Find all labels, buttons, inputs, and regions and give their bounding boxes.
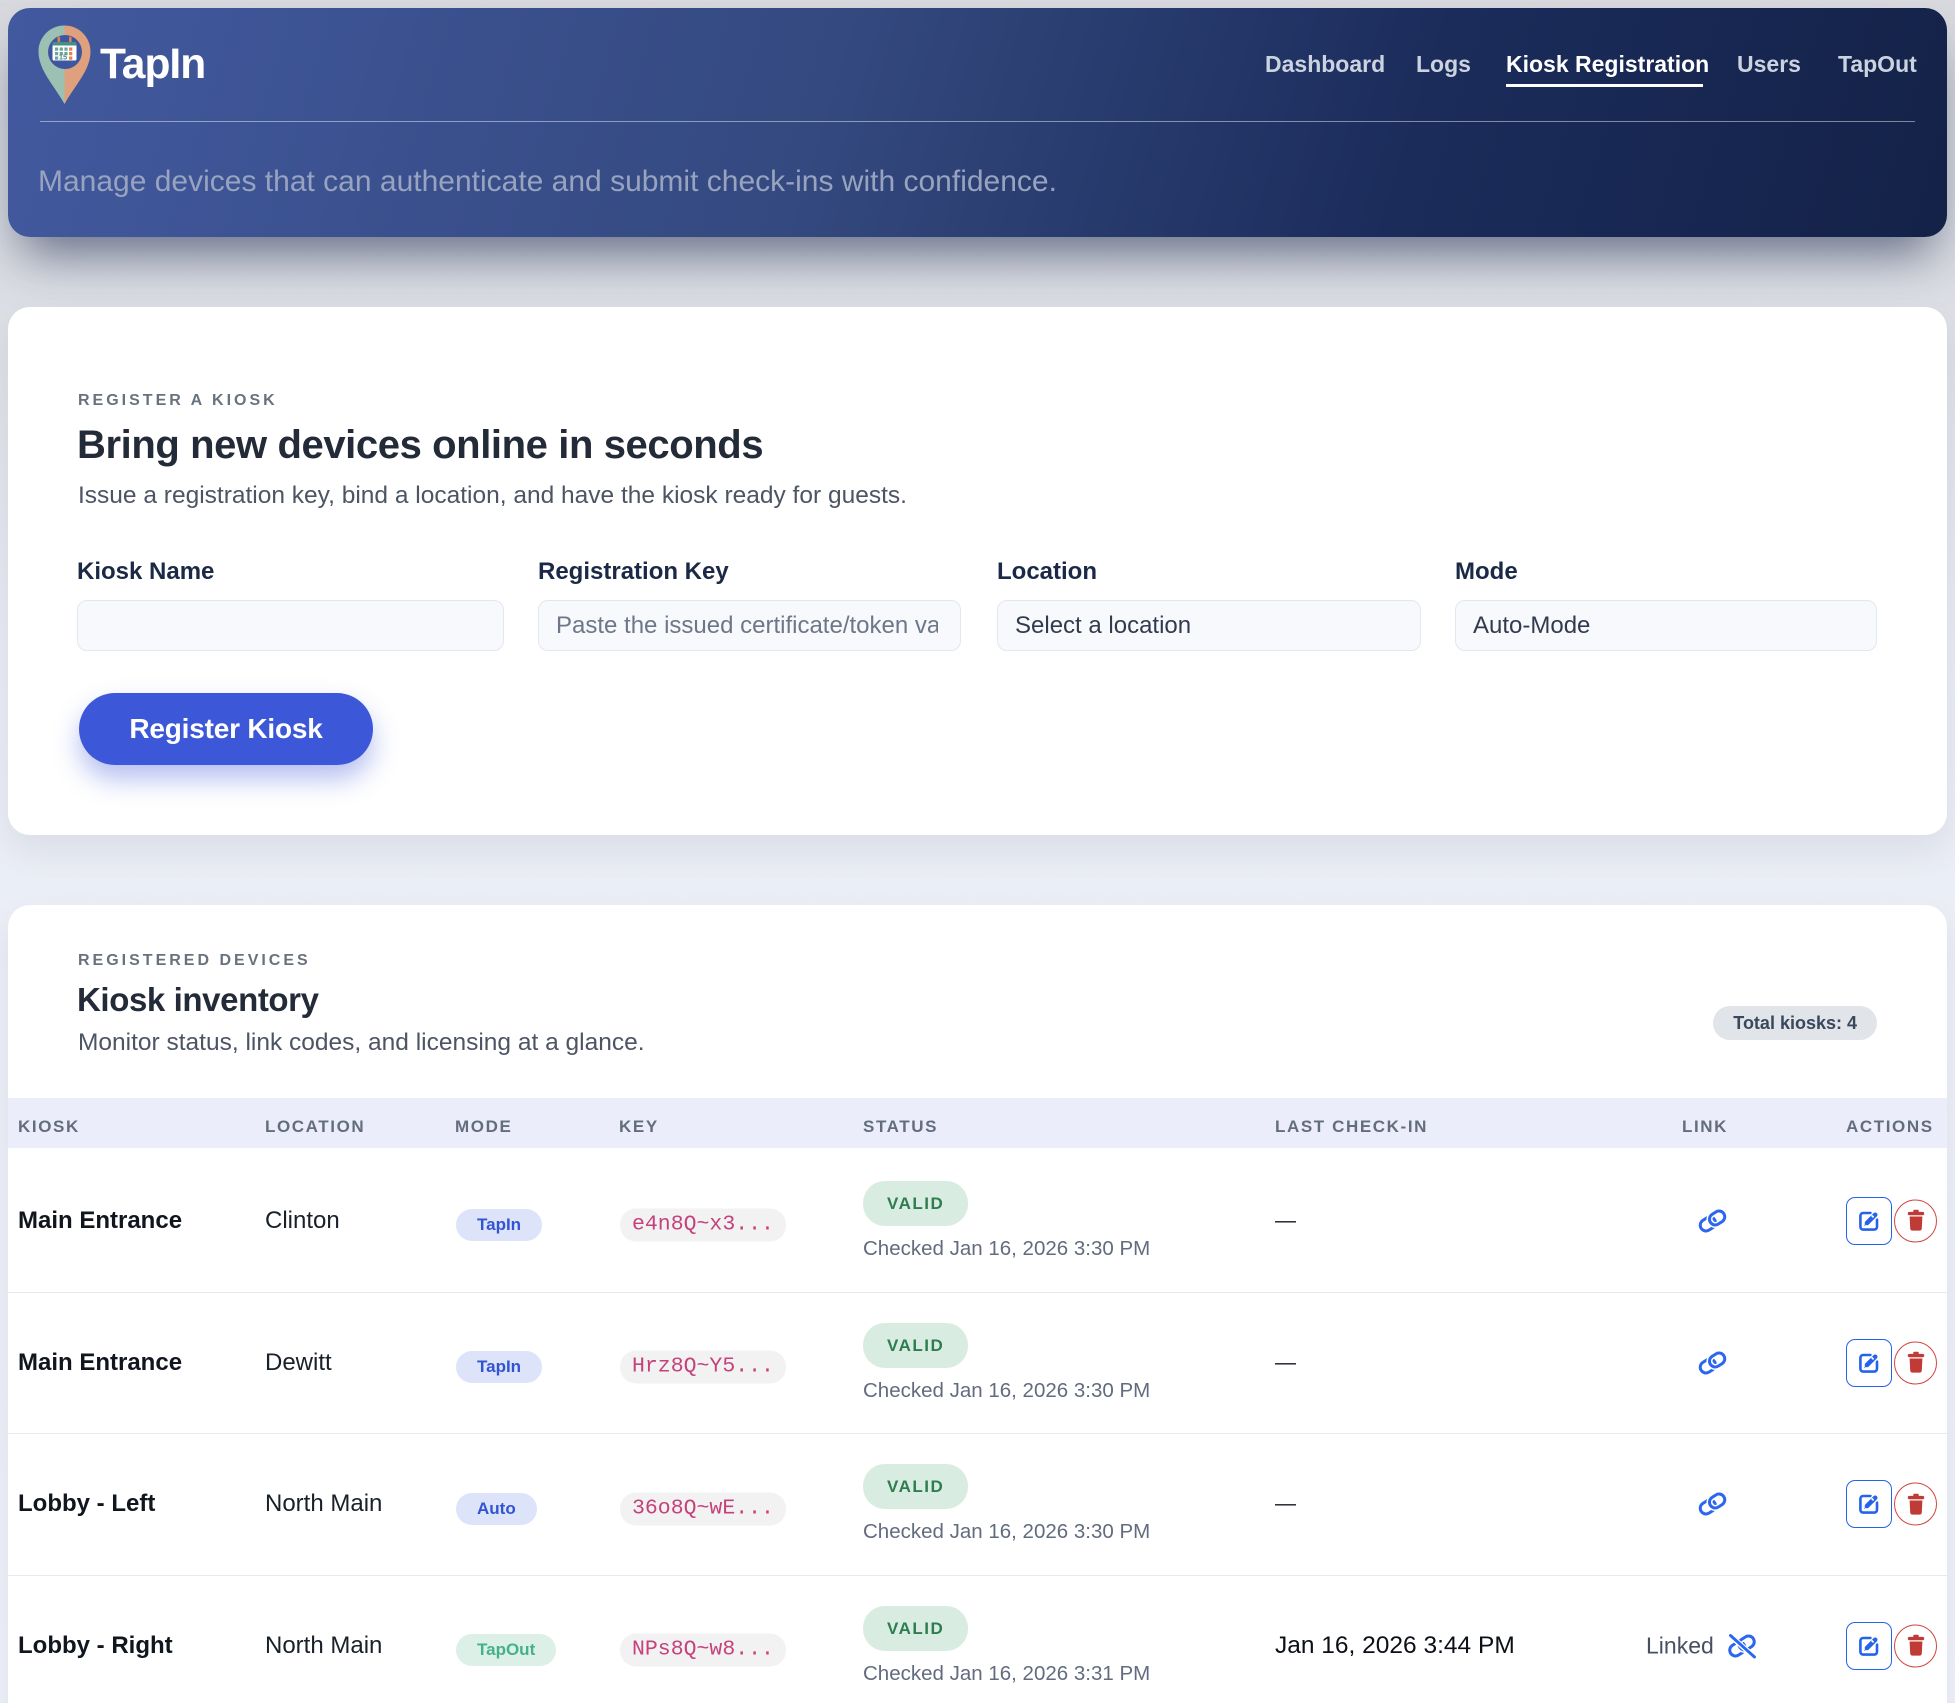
svg-text:15: 15 — [59, 53, 67, 62]
